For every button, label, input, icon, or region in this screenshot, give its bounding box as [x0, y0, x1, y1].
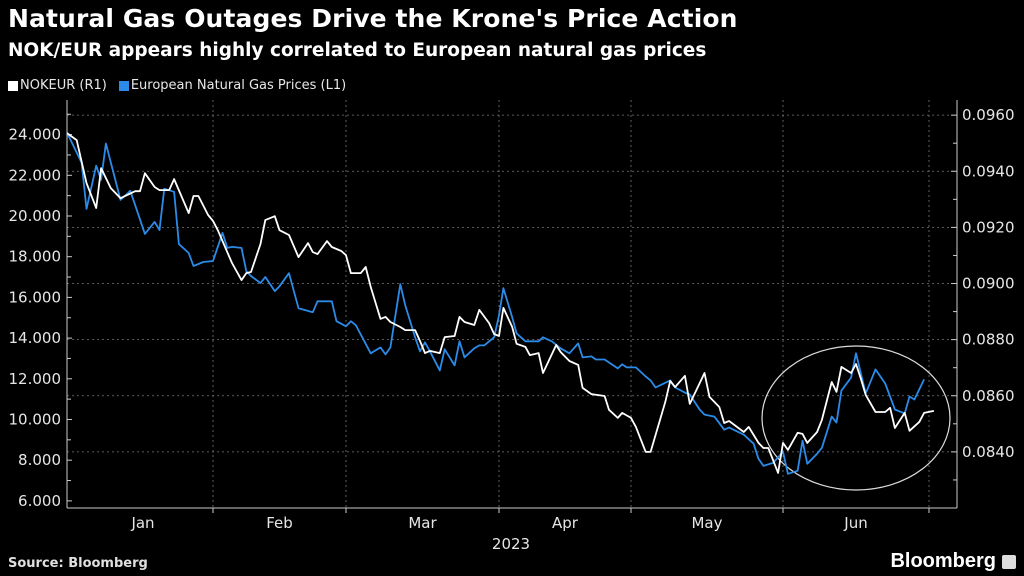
- series-line-gas: [66, 132, 925, 475]
- left-tick-label: 14.000: [9, 329, 62, 347]
- right-tick-label: 0.0920: [962, 218, 1015, 236]
- x-tick-label: Mar: [408, 514, 437, 532]
- series-line-nokeur: [66, 132, 935, 474]
- legend-label: European Natural Gas Prices (L1): [130, 78, 347, 93]
- bloomberg-mark-icon: [1002, 554, 1016, 569]
- right-tick-label: 0.0840: [962, 443, 1015, 461]
- x-tick-label: Jun: [843, 514, 867, 532]
- series-points-gas: [66, 132, 925, 474]
- bloomberg-logo: Bloomberg: [890, 550, 1016, 573]
- legend-item-gas: European Natural Gas Prices (L1): [118, 78, 347, 93]
- legend: NOKEUR (R1) European Natural Gas Prices …: [8, 78, 346, 93]
- left-tick-label: 8.000: [18, 451, 61, 469]
- right-tick-label: 0.0940: [962, 162, 1015, 180]
- left-tick-label: 18.000: [9, 248, 62, 266]
- left-tick-label: 12.000: [9, 370, 62, 388]
- left-tick-label: 22.000: [9, 166, 62, 184]
- series-points-nokeur: [66, 133, 934, 474]
- left-tick-label: 16.000: [9, 288, 62, 306]
- right-tick-label: 0.0900: [962, 275, 1015, 293]
- left-tick-label: 10.000: [9, 410, 62, 428]
- left-tick-label: 24.000: [9, 126, 62, 144]
- x-tick-label: May: [691, 514, 722, 532]
- x-tick-label: Jan: [130, 514, 154, 532]
- left-tick-label: 20.000: [9, 207, 62, 225]
- legend-item-nokeur: NOKEUR (R1): [8, 78, 107, 93]
- right-tick-label: 0.0960: [962, 106, 1015, 124]
- x-tick-label: Feb: [266, 514, 293, 532]
- legend-swatch-blue: [118, 80, 129, 91]
- logo-text: Bloomberg: [890, 550, 996, 572]
- legend-label: NOKEUR (R1): [20, 78, 107, 93]
- x-tick-label: Apr: [552, 514, 579, 532]
- x-year-label: 2023: [492, 535, 530, 553]
- right-tick-label: 0.0860: [962, 387, 1015, 405]
- left-tick-label: 6.000: [18, 492, 61, 510]
- highlight-ellipse: [761, 345, 951, 491]
- right-tick-label: 0.0880: [962, 331, 1015, 349]
- chart-subtitle: NOK/EUR appears highly correlated to Eur…: [8, 40, 707, 61]
- chart-title: Natural Gas Outages Drive the Krone's Pr…: [8, 4, 738, 33]
- source-note: Source: Bloomberg: [8, 556, 148, 571]
- legend-swatch-white: [8, 80, 18, 91]
